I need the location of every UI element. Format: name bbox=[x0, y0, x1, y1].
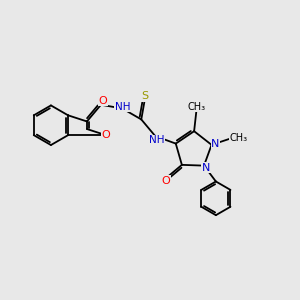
Text: CH₃: CH₃ bbox=[187, 102, 206, 112]
Text: CH₃: CH₃ bbox=[229, 133, 247, 143]
Text: N: N bbox=[211, 139, 220, 149]
Text: NH: NH bbox=[115, 102, 130, 112]
Text: NH: NH bbox=[148, 135, 164, 145]
Text: O: O bbox=[161, 176, 170, 186]
Text: S: S bbox=[141, 91, 148, 101]
Text: N: N bbox=[202, 163, 210, 172]
Text: O: O bbox=[98, 96, 107, 106]
Text: O: O bbox=[101, 130, 110, 140]
